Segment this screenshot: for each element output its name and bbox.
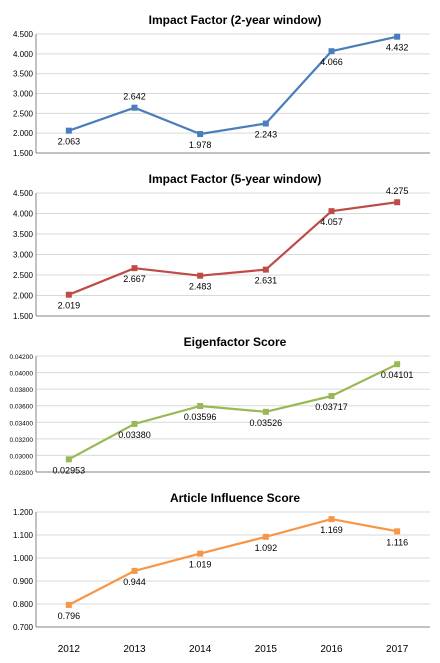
y-tick-label: 3.500 [13, 70, 34, 79]
data-point [65, 456, 72, 463]
data-label: 0.03596 [184, 412, 217, 422]
data-label: 1.092 [255, 543, 278, 553]
series-line [68, 517, 398, 606]
series-line [68, 363, 398, 461]
y-tick-label: 0.03600 [10, 404, 34, 411]
data-point [394, 33, 401, 40]
data-point [197, 131, 204, 138]
chart-panel-1: Impact Factor (2-year window) 1.500 2.000 2… [13, 13, 430, 158]
y-tick-label: 2.500 [13, 109, 34, 118]
y-tick-label: 0.04000 [10, 371, 34, 378]
chart-title: Impact Factor (5-year window) [149, 172, 322, 186]
data-point [65, 601, 72, 608]
y-tick-label: 4.000 [13, 50, 34, 59]
data-label: 1.169 [320, 525, 343, 535]
y-tick-label: 4.000 [13, 210, 34, 219]
y-tick-label: 4.500 [13, 30, 34, 39]
data-point [65, 291, 72, 298]
data-label: 1.116 [386, 537, 408, 547]
data-point [131, 567, 138, 574]
chart-title: Impact Factor (2-year window) [149, 13, 322, 27]
data-point [131, 104, 138, 111]
data-label: 2.019 [58, 301, 81, 311]
y-tick-label: 0.03200 [10, 437, 34, 444]
data-point [394, 528, 401, 535]
y-tick-label: 1.100 [13, 531, 34, 540]
data-point [394, 199, 401, 206]
data-label: 2.063 [58, 137, 81, 147]
data-label: 1.019 [189, 560, 212, 570]
data-label: 2.642 [123, 92, 146, 102]
data-label: 0.04101 [381, 370, 414, 380]
data-point [394, 361, 401, 368]
y-tick-label: 0.03800 [10, 387, 34, 394]
y-tick-label: 1.200 [13, 508, 34, 517]
data-label: 2.483 [189, 282, 212, 292]
data-point [197, 550, 204, 557]
y-tick-label: 1.500 [13, 149, 34, 158]
x-tick-label: 2017 [386, 644, 409, 655]
data-point [131, 265, 138, 272]
series-line [68, 35, 398, 136]
series-line [68, 201, 398, 296]
shared-x-axis: 2012 2013 2014 2015 2016 2017 [58, 644, 409, 655]
y-tick-label: 2.000 [13, 129, 34, 138]
data-label: 1.978 [189, 140, 212, 150]
data-point [328, 208, 335, 215]
x-tick-label: 2013 [123, 644, 146, 655]
chart-panel-3: Eigenfactor Score 0.02800 0.03000 0.03200 0.… [10, 335, 430, 477]
data-point [328, 393, 335, 400]
data-label: 0.796 [58, 611, 81, 621]
y-tick-label: 3.500 [13, 230, 34, 239]
data-point [328, 48, 335, 55]
x-tick-label: 2016 [320, 644, 343, 655]
y-tick-label: 0.800 [13, 600, 34, 609]
data-label: 0.02953 [53, 465, 86, 475]
y-tick-label: 3.000 [13, 251, 34, 260]
data-label: 0.03717 [315, 402, 348, 412]
data-label: 4.275 [386, 186, 409, 196]
data-point [197, 272, 204, 279]
y-tick-label: 0.03000 [10, 453, 34, 460]
chart-panel-4: Article Influence Score 0.700 0.800 0.900 1.… [13, 491, 430, 632]
data-label: 4.057 [320, 217, 343, 227]
data-point [197, 403, 204, 410]
y-tick-label: 0.04200 [10, 354, 34, 361]
x-tick-label: 2014 [189, 644, 212, 655]
y-tick-label: 0.02800 [10, 470, 34, 477]
data-label: 2.243 [255, 130, 278, 140]
x-tick-label: 2012 [58, 644, 81, 655]
data-point [262, 266, 269, 273]
data-label: 4.432 [386, 43, 409, 53]
data-point [262, 120, 269, 127]
data-point [131, 420, 138, 427]
data-label: 0.03526 [250, 418, 283, 428]
y-tick-label: 2.000 [13, 292, 34, 301]
data-label: 0.03380 [118, 430, 151, 440]
data-label: 2.631 [255, 276, 278, 286]
y-tick-label: 1.500 [13, 312, 34, 321]
x-tick-label: 2015 [255, 644, 278, 655]
data-point [262, 408, 269, 415]
chart-panel-2: Impact Factor (5-year window) 1.500 2.000 2… [13, 172, 430, 321]
y-tick-label: 1.000 [13, 554, 34, 563]
data-point [262, 533, 269, 540]
chart-title: Article Influence Score [170, 491, 300, 505]
data-label: 4.066 [320, 57, 343, 67]
y-tick-label: 0.700 [13, 623, 34, 632]
y-tick-label: 0.900 [13, 577, 34, 586]
y-tick-label: 4.500 [13, 189, 34, 198]
data-point [65, 127, 72, 134]
data-label: 0.944 [123, 577, 146, 587]
data-point [328, 516, 335, 523]
y-tick-label: 3.000 [13, 90, 34, 99]
data-label: 2.667 [123, 274, 146, 284]
y-tick-label: 0.03400 [10, 420, 34, 427]
chart-title: Eigenfactor Score [184, 335, 287, 349]
y-tick-label: 2.500 [13, 271, 34, 280]
